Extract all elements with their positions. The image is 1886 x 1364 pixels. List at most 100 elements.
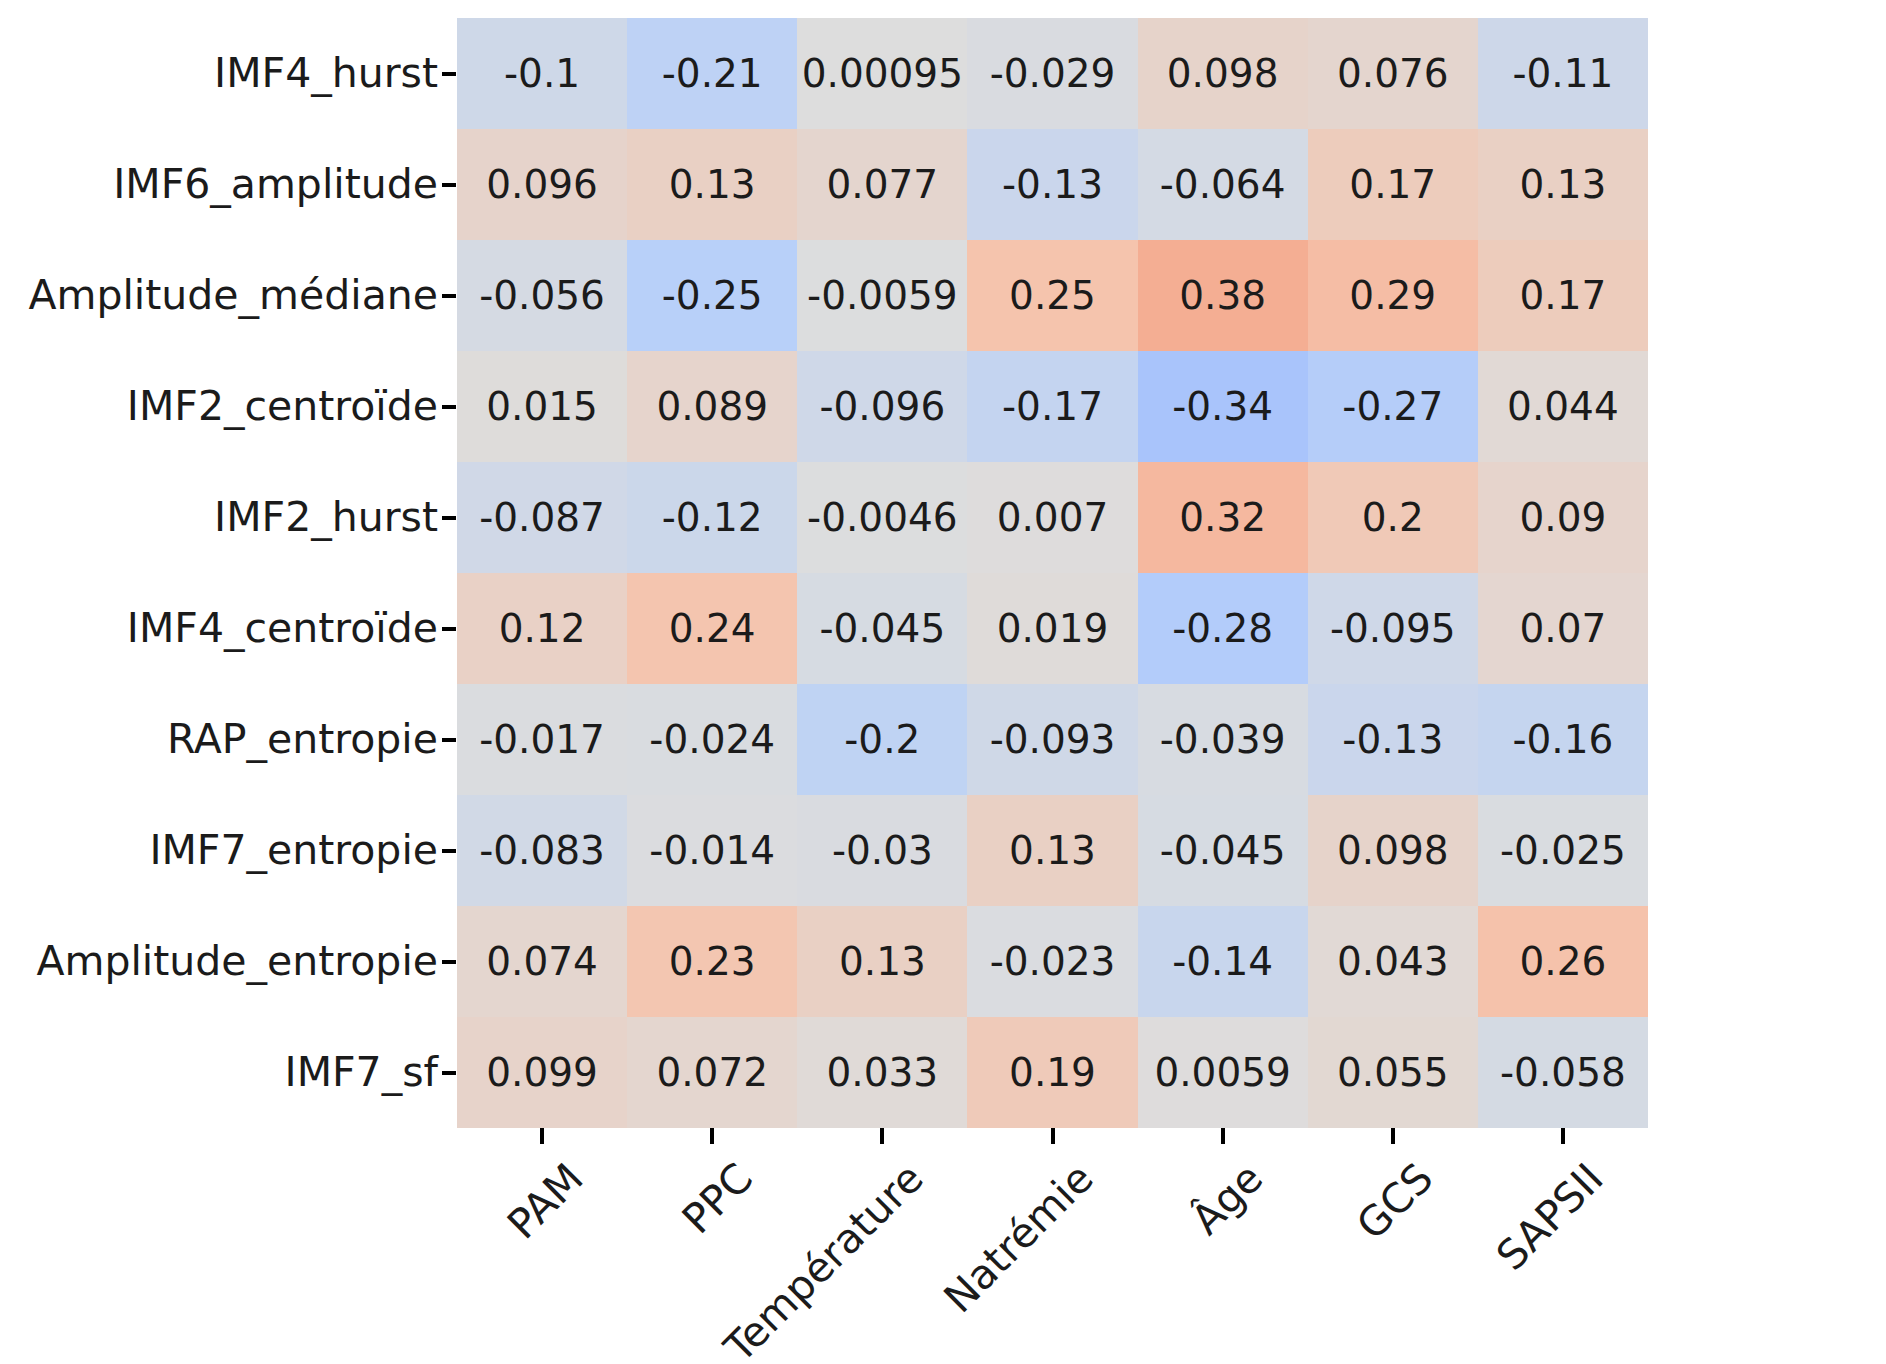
heatmap-cell-IMF4_centroïde-GCS: -0.095	[1308, 573, 1478, 684]
y-tick-mark	[442, 627, 456, 631]
heatmap-cell-IMF4_hurst-Température: 0.00095	[797, 18, 967, 129]
heatmap-cell-IMF2_hurst-Âge: 0.32	[1138, 462, 1308, 573]
heatmap-cell-IMF2_hurst-GCS: 0.2	[1308, 462, 1478, 573]
heatmap-cell-RAP_entropie-SAPSII: -0.16	[1478, 684, 1648, 795]
y-tick-label-IMF4_hurst: IMF4_hurst	[0, 49, 438, 97]
heatmap-cell-RAP_entropie-Température: -0.2	[797, 684, 967, 795]
heatmap-cell-Amplitude_entropie-PPC: 0.23	[627, 906, 797, 1017]
heatmap-cell-IMF7_entropie-GCS: 0.098	[1308, 795, 1478, 906]
heatmap-cell-IMF6_amplitude-Natrémie: -0.13	[967, 129, 1137, 240]
cell-value-label: 0.24	[669, 606, 756, 651]
cell-value-label: 0.089	[656, 384, 768, 429]
cell-value-label: -0.064	[1160, 162, 1286, 207]
cell-value-label: 0.2	[1362, 495, 1424, 540]
heatmap-cell-IMF7_entropie-Natrémie: 0.13	[967, 795, 1137, 906]
cell-value-label: 0.077	[827, 162, 939, 207]
cell-value-label: -0.023	[990, 939, 1116, 984]
cell-value-label: 0.25	[1009, 273, 1096, 318]
heatmap-cell-IMF6_amplitude-PPC: 0.13	[627, 129, 797, 240]
heatmap-cell-IMF2_centroïde-PAM: 0.015	[457, 351, 627, 462]
cell-value-label: 0.099	[486, 1050, 598, 1095]
heatmap-cell-IMF2_centroïde-Âge: -0.34	[1138, 351, 1308, 462]
cell-value-label: 0.096	[486, 162, 598, 207]
cell-value-label: 0.055	[1337, 1050, 1449, 1095]
x-tick-mark	[710, 1128, 714, 1144]
y-tick-mark	[442, 849, 456, 853]
y-tick-label-RAP_entropie: RAP_entropie	[0, 715, 438, 763]
heatmap-cell-Amplitude_médiane-Température: -0.0059	[797, 240, 967, 351]
cell-value-label: -0.21	[662, 51, 763, 96]
cell-value-label: -0.0046	[807, 495, 958, 540]
cell-value-label: 0.17	[1349, 162, 1436, 207]
cell-value-label: -0.056	[479, 273, 605, 318]
cell-value-label: 0.019	[997, 606, 1109, 651]
heatmap-cell-IMF7_sf-Âge: 0.0059	[1138, 1017, 1308, 1128]
cell-value-label: -0.16	[1512, 717, 1613, 762]
cell-value-label: -0.13	[1342, 717, 1443, 762]
y-tick-label-Amplitude_entropie: Amplitude_entropie	[0, 937, 438, 985]
cell-value-label: 0.26	[1519, 939, 1606, 984]
x-tick-mark	[1391, 1128, 1395, 1144]
heatmap-cell-IMF4_centroïde-Température: -0.045	[797, 573, 967, 684]
heatmap-cell-IMF7_entropie-PAM: -0.083	[457, 795, 627, 906]
cell-value-label: 0.043	[1337, 939, 1449, 984]
heatmap-cell-RAP_entropie-Âge: -0.039	[1138, 684, 1308, 795]
cell-value-label: -0.024	[649, 717, 775, 762]
heatmap-cell-IMF4_hurst-GCS: 0.076	[1308, 18, 1478, 129]
heatmap-cell-IMF2_hurst-Température: -0.0046	[797, 462, 967, 573]
cell-value-label: 0.09	[1519, 495, 1606, 540]
y-tick-mark	[442, 960, 456, 964]
y-tick-mark	[442, 72, 456, 76]
cell-value-label: -0.1	[504, 51, 580, 96]
cell-value-label: 0.32	[1179, 495, 1266, 540]
heatmap-cell-RAP_entropie-PAM: -0.017	[457, 684, 627, 795]
heatmap-cell-IMF4_hurst-SAPSII: -0.11	[1478, 18, 1648, 129]
heatmap-cell-RAP_entropie-Natrémie: -0.093	[967, 684, 1137, 795]
heatmap-cell-IMF2_hurst-PAM: -0.087	[457, 462, 627, 573]
heatmap-cell-IMF6_amplitude-PAM: 0.096	[457, 129, 627, 240]
x-tick-mark	[540, 1128, 544, 1144]
cell-value-label: -0.12	[662, 495, 763, 540]
y-tick-label-IMF2_centroïde: IMF2_centroïde	[0, 382, 438, 430]
cell-value-label: 0.23	[669, 939, 756, 984]
heatmap-cell-IMF4_centroïde-Natrémie: 0.019	[967, 573, 1137, 684]
cell-value-label: -0.28	[1172, 606, 1273, 651]
heatmap-cell-Amplitude_médiane-Natrémie: 0.25	[967, 240, 1137, 351]
heatmap-cell-IMF2_hurst-Natrémie: 0.007	[967, 462, 1137, 573]
cell-value-label: -0.03	[832, 828, 933, 873]
cell-value-label: 0.044	[1507, 384, 1619, 429]
heatmap-cell-Amplitude_entropie-PAM: 0.074	[457, 906, 627, 1017]
heatmap-cell-IMF7_sf-GCS: 0.055	[1308, 1017, 1478, 1128]
cell-value-label: 0.007	[997, 495, 1109, 540]
heatmap-cell-IMF7_sf-Natrémie: 0.19	[967, 1017, 1137, 1128]
cell-value-label: -0.014	[649, 828, 775, 873]
heatmap-cell-IMF7_sf-SAPSII: -0.058	[1478, 1017, 1648, 1128]
heatmap-cell-IMF6_amplitude-Température: 0.077	[797, 129, 967, 240]
heatmap-cell-IMF7_entropie-Température: -0.03	[797, 795, 967, 906]
cell-value-label: 0.29	[1349, 273, 1436, 318]
heatmap-cell-IMF4_centroïde-PAM: 0.12	[457, 573, 627, 684]
y-tick-mark	[442, 183, 456, 187]
cell-value-label: -0.029	[990, 51, 1116, 96]
cell-value-label: 0.13	[1009, 828, 1096, 873]
cell-value-label: -0.087	[479, 495, 605, 540]
y-tick-mark	[442, 294, 456, 298]
x-tick-label-Natrémie: Natrémie	[934, 1154, 1102, 1322]
cell-value-label: 0.13	[1519, 162, 1606, 207]
cell-value-label: -0.093	[990, 717, 1116, 762]
y-tick-label-IMF4_centroïde: IMF4_centroïde	[0, 604, 438, 652]
x-tick-label-GCS: GCS	[1348, 1154, 1443, 1249]
cell-value-label: -0.11	[1512, 51, 1613, 96]
y-tick-label-IMF6_amplitude: IMF6_amplitude	[0, 160, 438, 208]
x-tick-mark	[880, 1128, 884, 1144]
heatmap-cell-Amplitude_entropie-Natrémie: -0.023	[967, 906, 1137, 1017]
heatmap-cell-IMF2_centroïde-Température: -0.096	[797, 351, 967, 462]
y-tick-label-Amplitude_médiane: Amplitude_médiane	[0, 271, 438, 319]
y-tick-mark	[442, 405, 456, 409]
x-tick-label-SAPSII: SAPSII	[1487, 1154, 1613, 1280]
cell-value-label: 0.072	[656, 1050, 768, 1095]
heatmap-cell-Amplitude_entropie-Âge: -0.14	[1138, 906, 1308, 1017]
heatmap-cell-Amplitude_entropie-GCS: 0.043	[1308, 906, 1478, 1017]
cell-value-label: 0.12	[499, 606, 586, 651]
heatmap-cell-IMF4_centroïde-PPC: 0.24	[627, 573, 797, 684]
